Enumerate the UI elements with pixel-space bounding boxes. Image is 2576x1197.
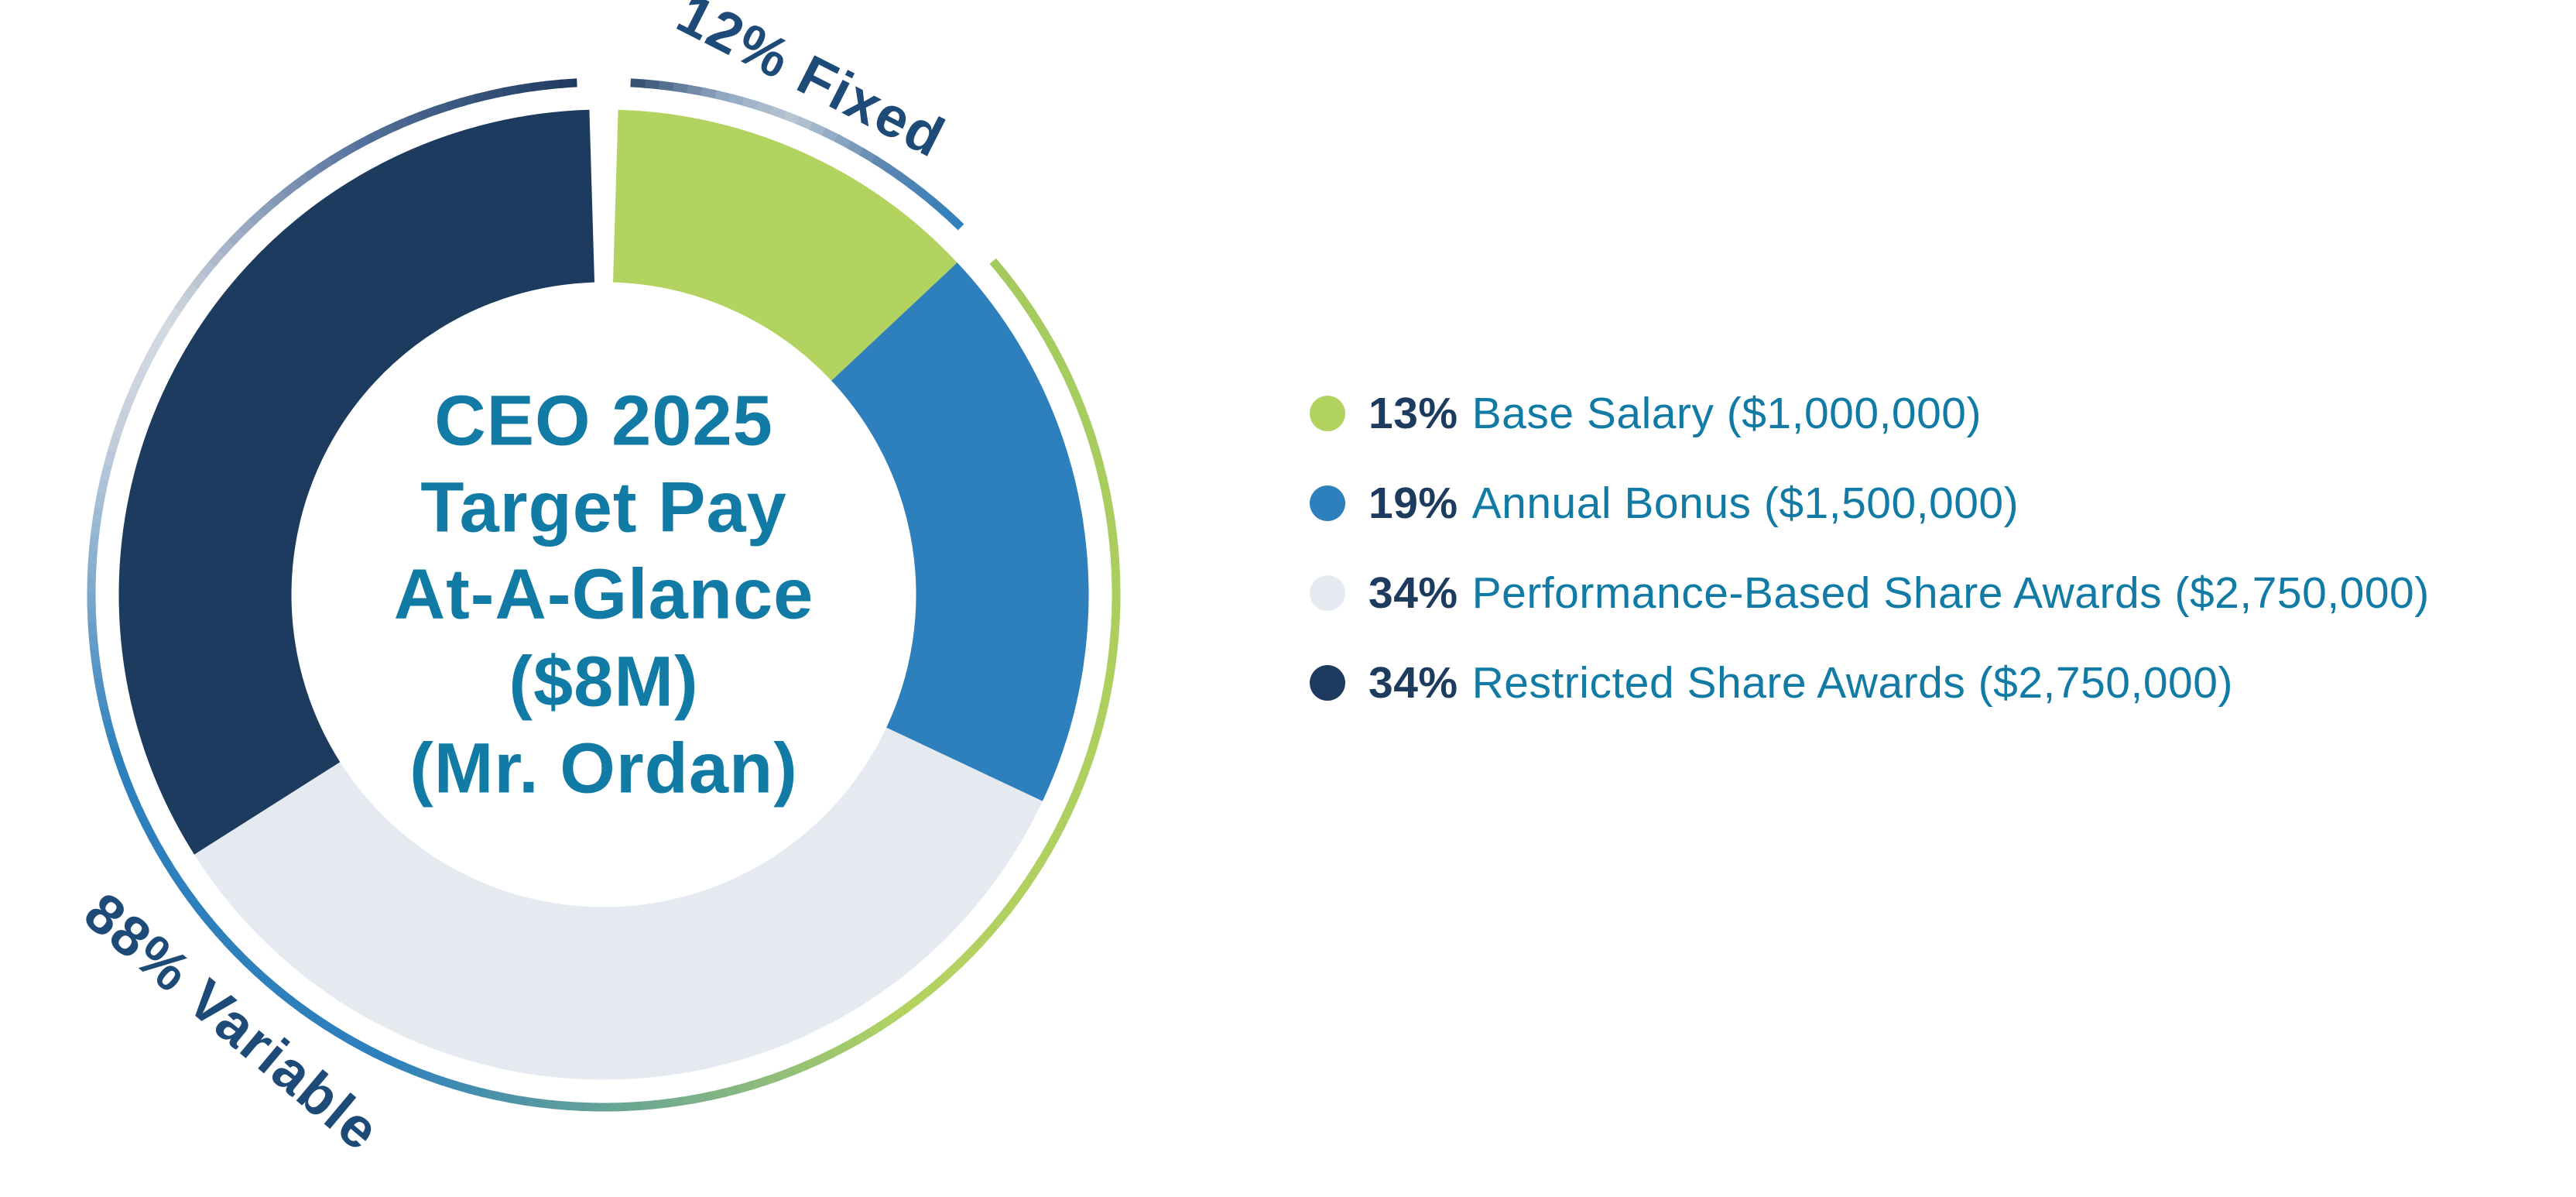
- legend: 13% Base Salary ($1,000,000) 19% Annual …: [1310, 386, 2430, 745]
- center-title-line: CEO 2025: [434, 381, 773, 461]
- donut-chart-svg: [87, 78, 1121, 1112]
- center-title-line: Target Pay: [420, 468, 787, 547]
- legend-label: Base Salary ($1,000,000): [1471, 389, 1982, 438]
- legend-swatch-base-salary: [1310, 396, 1345, 431]
- chart-center-title: CEO 2025 Target Pay At-A-Glance ($8M) (Mr. O…: [394, 377, 814, 811]
- center-title-line: (Mr. Ordan): [409, 729, 798, 808]
- donut-segment-restricted-share-awards: [118, 109, 596, 855]
- donut-segment-performance-based-share-awards: [194, 726, 1043, 1080]
- legend-label: Restricted Share Awards ($2,750,000): [1471, 658, 2233, 708]
- donut-segment-base-salary: [611, 109, 957, 382]
- legend-percent: 34%: [1368, 568, 1458, 618]
- legend-item: 34% Restricted Share Awards ($2,750,000): [1310, 655, 2430, 711]
- outer-arc-88-variable: [87, 78, 1121, 1112]
- donut-segment-annual-bonus: [831, 262, 1089, 801]
- legend-swatch-restricted-share-awards: [1310, 665, 1345, 701]
- legend-swatch-performance-share-awards: [1310, 575, 1345, 611]
- legend-percent: 19%: [1368, 478, 1458, 528]
- center-title-line: At-A-Glance: [393, 554, 814, 634]
- legend-label: Annual Bonus ($1,500,000): [1471, 478, 2019, 528]
- center-title-line: ($8M): [509, 642, 699, 722]
- legend-item: 13% Base Salary ($1,000,000): [1310, 386, 2430, 441]
- outer-arc-12-fixed: [630, 78, 964, 231]
- legend-percent: 13%: [1368, 389, 1458, 438]
- legend-item: 34% Performance-Based Share Awards ($2,7…: [1310, 565, 2430, 621]
- legend-item: 19% Annual Bonus ($1,500,000): [1310, 475, 2430, 531]
- legend-swatch-annual-bonus: [1310, 485, 1345, 521]
- legend-label: Performance-Based Share Awards ($2,750,0…: [1471, 568, 2430, 618]
- legend-percent: 34%: [1368, 658, 1458, 708]
